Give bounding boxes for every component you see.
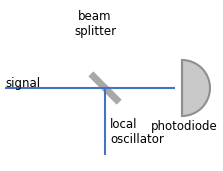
Wedge shape [182, 60, 210, 116]
Text: photodiode: photodiode [151, 120, 218, 133]
Polygon shape [88, 71, 122, 105]
Text: beam
splitter: beam splitter [74, 10, 116, 38]
Text: local
oscillator: local oscillator [110, 118, 164, 146]
Text: signal: signal [5, 76, 40, 89]
